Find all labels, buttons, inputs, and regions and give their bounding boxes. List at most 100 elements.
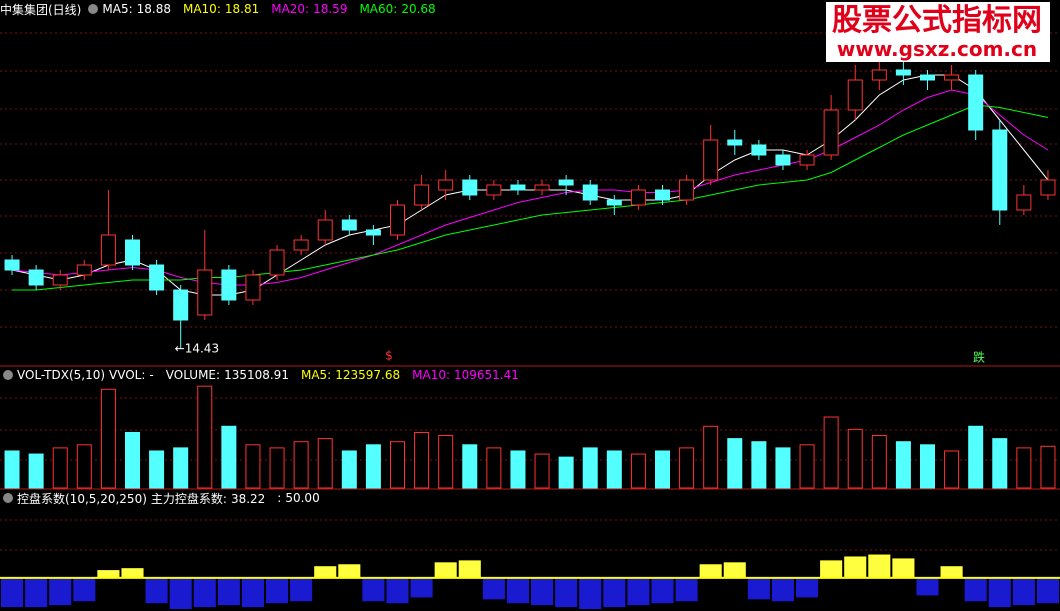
volume-bar xyxy=(1016,447,1032,489)
control-bar xyxy=(458,560,481,578)
control-bar xyxy=(940,566,963,578)
control-bar xyxy=(675,577,698,602)
ma-line xyxy=(11,89,1049,286)
volume-bar xyxy=(125,431,140,489)
volume-bar xyxy=(221,425,237,489)
control-bar xyxy=(771,577,794,602)
volume-bar xyxy=(655,450,670,489)
ma-line xyxy=(11,74,1049,296)
candle-body xyxy=(1016,194,1032,211)
candle-body xyxy=(630,189,646,206)
volume-bar xyxy=(245,444,261,489)
menu-icon xyxy=(88,4,99,14)
volume-bar xyxy=(534,453,550,489)
legend-value: - xyxy=(149,368,154,382)
candle-body xyxy=(4,259,20,271)
legend-name: MA10: xyxy=(412,368,450,382)
volume-bar xyxy=(799,444,815,489)
candle-body xyxy=(606,199,622,206)
volume-bar xyxy=(703,425,719,489)
candle-body xyxy=(438,179,454,191)
candle-body xyxy=(799,154,815,166)
candle-body xyxy=(992,129,1008,211)
volume-bar xyxy=(341,450,357,489)
candle-body xyxy=(968,74,984,131)
control-bar xyxy=(1036,577,1059,604)
volume-bar xyxy=(727,438,743,489)
volume-bar xyxy=(173,447,189,489)
menu-icon xyxy=(3,370,13,380)
control-bar xyxy=(217,577,240,606)
volume-bar xyxy=(775,447,791,489)
candle-body xyxy=(100,234,116,266)
legend-value: 135108.91 xyxy=(224,368,289,382)
candle-body xyxy=(76,264,92,276)
control-bar xyxy=(988,577,1011,608)
volume-bar xyxy=(462,444,478,489)
control-bar xyxy=(121,568,144,578)
control-bar xyxy=(241,577,264,608)
control-bar xyxy=(25,577,48,608)
legend-name: 主力控盘系数: xyxy=(150,491,227,506)
volume-bar xyxy=(558,456,574,489)
candle-body xyxy=(679,179,695,201)
candle-body xyxy=(293,239,309,251)
volume-bar xyxy=(968,425,984,489)
candle-body xyxy=(125,239,140,266)
volume-bar xyxy=(871,435,887,489)
candle-body xyxy=(28,269,44,286)
legend-item: MA5: 123597.68 xyxy=(301,368,404,382)
control-bar xyxy=(916,577,939,596)
volume-bar xyxy=(317,438,333,489)
legend-name: MA5: xyxy=(300,368,332,382)
annotation: 跌 xyxy=(973,350,985,365)
control-bar xyxy=(290,577,313,602)
legend-name: MA5: xyxy=(102,2,133,16)
legend-value: 109651.41 xyxy=(454,368,519,382)
volume-bar xyxy=(606,450,622,489)
candle-body xyxy=(486,184,502,196)
candle-body xyxy=(52,274,68,286)
control-bar xyxy=(97,570,120,578)
control-bar xyxy=(796,577,819,598)
candle-body xyxy=(823,109,839,156)
watermark-title: 股票公式指标网 xyxy=(832,3,1042,38)
legend-item: MA10: 109651.41 xyxy=(412,368,523,382)
legend-value: 20.68 xyxy=(401,2,436,16)
candle-body xyxy=(703,139,719,181)
ma-line xyxy=(12,104,1049,291)
candle-body xyxy=(269,249,285,276)
legend-value: 50.00 xyxy=(285,491,320,505)
price-header: 中集集团(日线) MA5: 18.88 MA10: 18.81 MA20: 18.59 MA6… xyxy=(0,1,448,17)
dashed-separators xyxy=(0,32,1060,551)
candle-body xyxy=(317,219,333,241)
control-bar xyxy=(362,577,385,602)
volume-bar xyxy=(52,447,68,489)
control-bar xyxy=(314,566,337,578)
candle-body xyxy=(245,274,261,301)
volume-header: VOL-TDX(5,10) VVOL: - VOLUME: 135108.91 MA5: 1… xyxy=(0,367,531,383)
volume-bar xyxy=(28,453,44,489)
candle-body xyxy=(197,269,213,316)
volume-bar xyxy=(486,447,502,489)
candle-body xyxy=(655,189,670,201)
control-bar xyxy=(844,556,867,578)
control-bar xyxy=(1,577,24,608)
legend-value: 123597.68 xyxy=(335,368,401,382)
candle-body xyxy=(920,74,935,81)
control-bar xyxy=(1012,577,1035,606)
candle-body xyxy=(847,79,863,111)
legend-name: MA20: xyxy=(271,2,310,16)
control-bar xyxy=(266,577,289,604)
candle-body xyxy=(414,184,430,206)
control-bar xyxy=(386,577,409,604)
control-bar xyxy=(531,577,554,606)
legend-item: 主力控盘系数: 38.22 xyxy=(151,490,269,507)
volume-bar xyxy=(751,441,767,489)
chart-title: VOL-TDX(5,10) xyxy=(17,368,106,382)
chart-title: 中集集团(日线) xyxy=(0,2,82,17)
annotation: $ xyxy=(385,349,393,363)
candle-body xyxy=(149,264,165,291)
